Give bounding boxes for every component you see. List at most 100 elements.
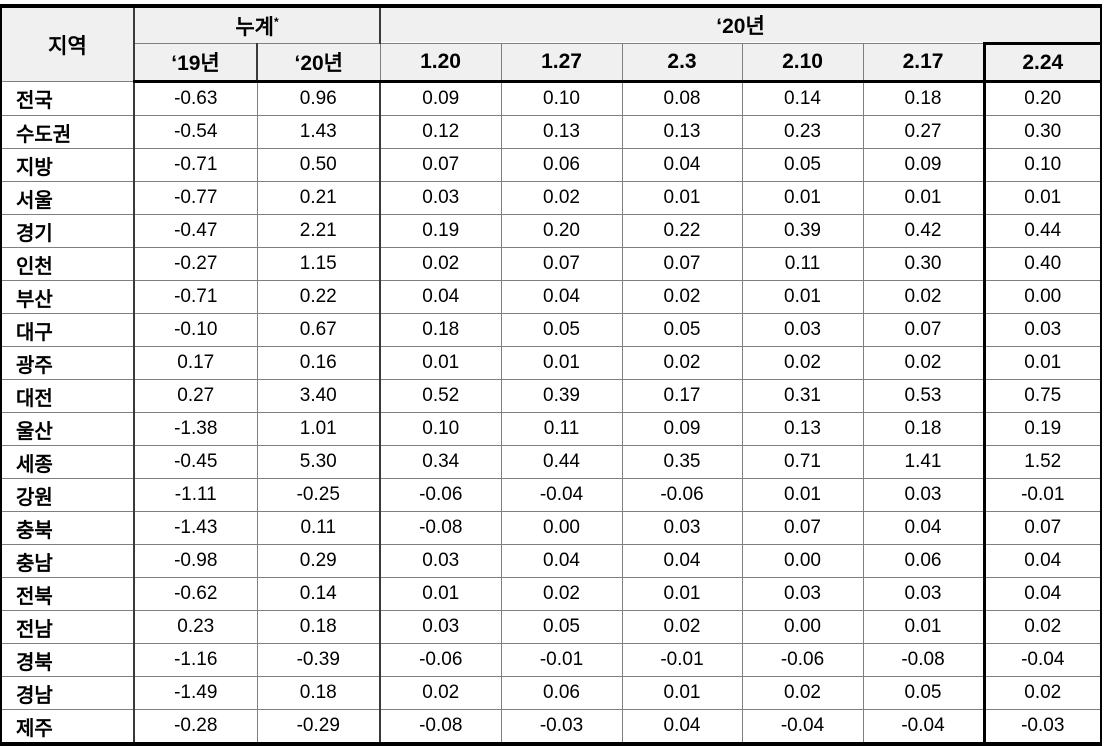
value-cell: -0.27 — [133, 247, 258, 281]
value-cell: 0.50 — [256, 148, 381, 182]
value-cell: 0.01 — [741, 181, 864, 215]
table-header: 지역 누계* ‘20년 ‘19년 ‘20년 1.20 1.27 2.3 2.10… — [0, 5, 1102, 83]
table-row: 대구 -0.10 0.67 0.18 0.05 0.05 0.03 0.07 0.03 — [0, 313, 1102, 347]
value-cell: 0.18 — [256, 676, 381, 710]
value-cell: -1.16 — [133, 643, 258, 677]
region-cell: 서울 — [0, 181, 135, 215]
value-cell: -0.04 — [862, 709, 985, 745]
value-cell: -0.01 — [500, 643, 623, 677]
value-cell: -0.62 — [133, 577, 258, 611]
value-cell: 0.03 — [379, 181, 502, 215]
value-cell: -0.54 — [133, 115, 258, 149]
value-cell: 0.30 — [862, 247, 985, 281]
region-cell: 세종 — [0, 445, 135, 479]
value-cell: 0.16 — [256, 346, 381, 380]
value-cell: 0.07 — [982, 511, 1102, 545]
value-cell: -0.08 — [379, 709, 502, 745]
value-cell: -0.63 — [133, 81, 258, 116]
table-row: 세종 -0.45 5.30 0.34 0.44 0.35 0.71 1.41 1.52 — [0, 445, 1102, 479]
value-cell: 0.01 — [621, 676, 743, 710]
value-cell: 0.52 — [379, 379, 502, 413]
table-row: 지방 -0.71 0.50 0.07 0.06 0.04 0.05 0.09 0.10 — [0, 148, 1102, 182]
value-cell: -0.01 — [621, 643, 743, 677]
value-cell: 0.75 — [982, 379, 1102, 413]
value-cell: 0.07 — [741, 511, 864, 545]
value-cell: 0.10 — [379, 412, 502, 446]
value-cell: 0.01 — [621, 577, 743, 611]
value-cell: 0.04 — [621, 709, 743, 745]
value-cell: 0.18 — [862, 81, 985, 116]
value-cell: -0.04 — [982, 643, 1102, 677]
table-row: 충북 -1.43 0.11 -0.08 0.00 0.03 0.07 0.04 0.07 — [0, 511, 1102, 545]
region-cell: 부산 — [0, 280, 135, 314]
value-cell: 0.02 — [982, 610, 1102, 644]
value-cell: 1.41 — [862, 445, 985, 479]
value-cell: -1.49 — [133, 676, 258, 710]
value-cell: 0.01 — [379, 346, 502, 380]
value-cell: 0.13 — [621, 115, 743, 149]
table-row: 전북 -0.62 0.14 0.01 0.02 0.01 0.03 0.03 0.04 — [0, 577, 1102, 611]
value-cell: -0.77 — [133, 181, 258, 215]
region-cell: 제주 — [0, 709, 135, 745]
value-cell: 0.02 — [621, 610, 743, 644]
region-cell: 수도권 — [0, 115, 135, 149]
value-cell: 0.07 — [500, 247, 623, 281]
value-cell: 0.09 — [379, 81, 502, 116]
value-cell: 0.31 — [741, 379, 864, 413]
value-cell: 0.67 — [256, 313, 381, 347]
value-cell: 0.22 — [621, 214, 743, 248]
value-cell: 0.14 — [256, 577, 381, 611]
value-cell: 3.40 — [256, 379, 381, 413]
value-cell: 0.02 — [379, 676, 502, 710]
footnote-marker: * — [273, 14, 279, 29]
region-cell: 전남 — [0, 610, 135, 644]
value-cell: 0.04 — [500, 280, 623, 314]
region-cell: 대구 — [0, 313, 135, 347]
table-row: 전국 -0.63 0.96 0.09 0.10 0.08 0.14 0.18 0.20 — [0, 81, 1102, 116]
value-cell: -0.03 — [982, 709, 1102, 745]
value-cell: -0.71 — [133, 148, 258, 182]
table-row: 인천 -0.27 1.15 0.02 0.07 0.07 0.11 0.30 0.40 — [0, 247, 1102, 281]
table-row: 경기 -0.47 2.21 0.19 0.20 0.22 0.39 0.42 0.44 — [0, 214, 1102, 248]
value-cell: 0.03 — [982, 313, 1102, 347]
region-cell: 강원 — [0, 478, 135, 512]
table-row: 광주 0.17 0.16 0.01 0.01 0.02 0.02 0.02 0.01 — [0, 346, 1102, 380]
value-cell: 0.00 — [741, 610, 864, 644]
value-cell: -0.08 — [379, 511, 502, 545]
value-cell: 0.39 — [500, 379, 623, 413]
table-row: 전남 0.23 0.18 0.03 0.05 0.02 0.00 0.01 0.02 — [0, 610, 1102, 644]
value-cell: 0.39 — [741, 214, 864, 248]
value-cell: 1.15 — [256, 247, 381, 281]
value-cell: 0.04 — [621, 544, 743, 578]
table-row: 경남 -1.49 0.18 0.02 0.06 0.01 0.02 0.05 0.02 — [0, 676, 1102, 710]
value-cell: 0.05 — [621, 313, 743, 347]
value-cell: 0.02 — [862, 280, 985, 314]
value-cell: 0.03 — [862, 577, 985, 611]
value-cell: 0.02 — [621, 346, 743, 380]
value-cell: 0.23 — [133, 610, 258, 644]
page: 지역 누계* ‘20년 ‘19년 ‘20년 1.20 1.27 2.3 2.10… — [0, 4, 1103, 746]
value-cell: 0.01 — [982, 346, 1102, 380]
col-header-1-27: 1.27 — [500, 43, 623, 83]
region-cell: 경기 — [0, 214, 135, 248]
value-cell: 0.00 — [741, 544, 864, 578]
value-cell: 0.27 — [862, 115, 985, 149]
col-header-2-17: 2.17 — [862, 43, 985, 83]
value-cell: 0.04 — [500, 544, 623, 578]
value-cell: 0.05 — [500, 313, 623, 347]
region-cell: 충남 — [0, 544, 135, 578]
value-cell: 0.00 — [982, 280, 1102, 314]
value-cell: 0.27 — [133, 379, 258, 413]
table-row: 부산 -0.71 0.22 0.04 0.04 0.02 0.01 0.02 0.00 — [0, 280, 1102, 314]
value-cell: 0.71 — [741, 445, 864, 479]
value-cell: -0.10 — [133, 313, 258, 347]
value-cell: 0.19 — [982, 412, 1102, 446]
region-cell: 경북 — [0, 643, 135, 677]
region-cell: 경남 — [0, 676, 135, 710]
header-sub-row: ‘19년 ‘20년 1.20 1.27 2.3 2.10 2.17 2.24 — [1, 42, 1102, 83]
value-cell: -0.71 — [133, 280, 258, 314]
value-cell: 0.03 — [621, 511, 743, 545]
value-cell: -0.01 — [982, 478, 1102, 512]
value-cell: 0.02 — [741, 676, 864, 710]
value-cell: 0.05 — [862, 676, 985, 710]
